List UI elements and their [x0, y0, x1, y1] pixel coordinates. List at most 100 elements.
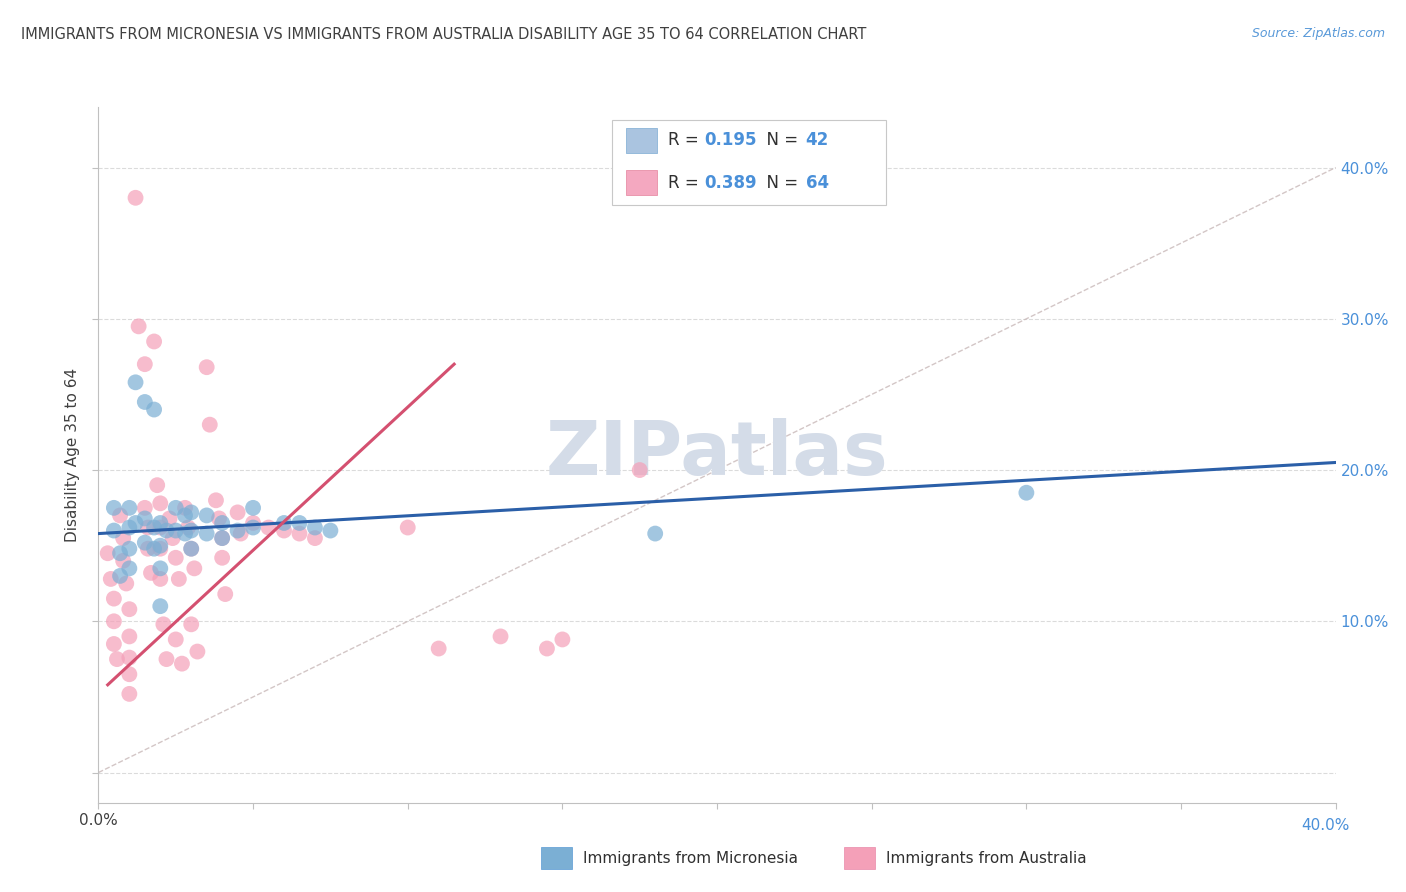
- Point: [118, 561, 141, 575]
- Point: [628, 463, 651, 477]
- Point: [118, 687, 141, 701]
- Point: [134, 395, 156, 409]
- Point: [118, 500, 141, 515]
- Point: [124, 516, 146, 530]
- Point: [304, 531, 326, 545]
- Point: [103, 524, 125, 538]
- Point: [149, 541, 172, 556]
- Point: [124, 376, 146, 390]
- Point: [152, 617, 174, 632]
- Point: [118, 629, 141, 643]
- Point: [118, 667, 141, 681]
- Point: [229, 526, 252, 541]
- Point: [112, 531, 135, 545]
- Point: [427, 641, 450, 656]
- Point: [155, 524, 177, 538]
- Point: [180, 541, 202, 556]
- Point: [257, 520, 280, 534]
- Point: [103, 500, 125, 515]
- Point: [128, 319, 150, 334]
- Text: R =: R =: [668, 174, 704, 192]
- Point: [149, 520, 172, 534]
- Point: [155, 652, 177, 666]
- Point: [242, 520, 264, 534]
- Point: [174, 508, 197, 523]
- Point: [118, 650, 141, 665]
- Point: [149, 496, 172, 510]
- Point: [97, 546, 120, 560]
- Point: [242, 516, 264, 530]
- Point: [146, 478, 169, 492]
- Point: [149, 516, 172, 530]
- Point: [143, 520, 166, 534]
- Text: 42: 42: [806, 131, 830, 149]
- Point: [551, 632, 574, 647]
- Point: [165, 632, 187, 647]
- Point: [211, 516, 233, 530]
- Point: [134, 500, 156, 515]
- Point: [167, 572, 190, 586]
- Point: [1015, 485, 1038, 500]
- Point: [195, 360, 218, 375]
- Text: IMMIGRANTS FROM MICRONESIA VS IMMIGRANTS FROM AUSTRALIA DISABILITY AGE 35 TO 64 : IMMIGRANTS FROM MICRONESIA VS IMMIGRANTS…: [21, 27, 866, 42]
- Point: [103, 615, 125, 629]
- Point: [180, 505, 202, 519]
- Point: [134, 357, 156, 371]
- Point: [195, 526, 218, 541]
- Point: [180, 541, 202, 556]
- Point: [149, 561, 172, 575]
- Point: [396, 520, 419, 534]
- Point: [205, 493, 228, 508]
- Point: [139, 566, 162, 580]
- Point: [304, 520, 326, 534]
- Text: Source: ZipAtlas.com: Source: ZipAtlas.com: [1251, 27, 1385, 40]
- Point: [226, 505, 249, 519]
- Point: [183, 561, 205, 575]
- Point: [149, 572, 172, 586]
- Point: [159, 511, 181, 525]
- Point: [103, 591, 125, 606]
- Point: [288, 526, 311, 541]
- Point: [115, 576, 138, 591]
- Point: [136, 541, 159, 556]
- Point: [100, 572, 122, 586]
- Point: [149, 539, 172, 553]
- Point: [288, 516, 311, 530]
- Text: R =: R =: [668, 131, 704, 149]
- Point: [105, 652, 128, 666]
- Point: [118, 602, 141, 616]
- Point: [211, 531, 233, 545]
- Y-axis label: Disability Age 35 to 64: Disability Age 35 to 64: [65, 368, 80, 542]
- Point: [165, 500, 187, 515]
- Point: [211, 531, 233, 545]
- Point: [214, 587, 236, 601]
- Point: [273, 524, 295, 538]
- Text: 0.195: 0.195: [704, 131, 756, 149]
- Point: [242, 500, 264, 515]
- Text: Immigrants from Australia: Immigrants from Australia: [886, 851, 1087, 865]
- Point: [103, 637, 125, 651]
- Text: N =: N =: [756, 131, 804, 149]
- Point: [211, 550, 233, 565]
- Point: [180, 524, 202, 538]
- Point: [180, 617, 202, 632]
- Point: [273, 516, 295, 530]
- Point: [644, 526, 666, 541]
- Point: [177, 520, 200, 534]
- Point: [195, 508, 218, 523]
- Point: [143, 402, 166, 417]
- Point: [108, 569, 131, 583]
- Text: Immigrants from Micronesia: Immigrants from Micronesia: [583, 851, 799, 865]
- Text: N =: N =: [756, 174, 804, 192]
- Text: 40.0%: 40.0%: [1302, 818, 1350, 832]
- Point: [134, 511, 156, 525]
- Point: [208, 511, 231, 525]
- Point: [536, 641, 558, 656]
- Point: [165, 550, 187, 565]
- Point: [170, 657, 193, 671]
- Point: [198, 417, 221, 432]
- Point: [319, 524, 342, 538]
- Point: [118, 541, 141, 556]
- Point: [149, 599, 172, 614]
- Text: ZIPatlas: ZIPatlas: [546, 418, 889, 491]
